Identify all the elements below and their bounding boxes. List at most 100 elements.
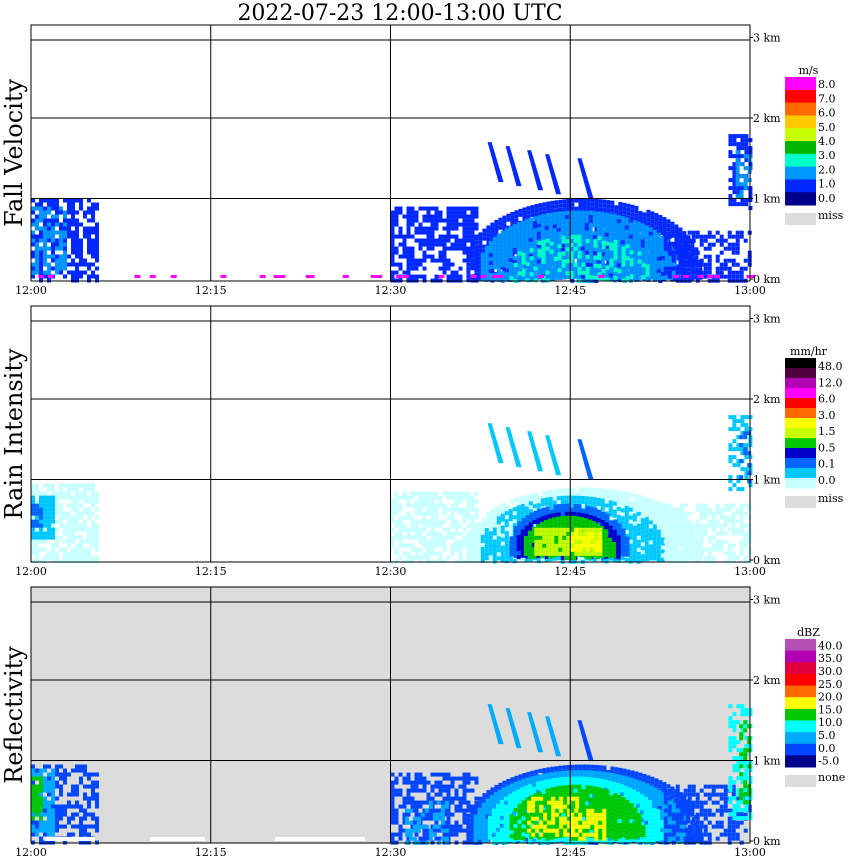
colorbar-label: 35.0 xyxy=(818,652,843,665)
colorbar-label: 0.1 xyxy=(818,458,836,471)
colorbar-label: 0.0 xyxy=(818,474,836,487)
y-tick-label: 2 km xyxy=(753,393,781,406)
echo-field xyxy=(31,704,753,845)
x-tick-label: 12:15 xyxy=(195,565,227,578)
y-tick-label: 3 km xyxy=(753,32,781,45)
colorbar-label: 3.0 xyxy=(818,409,836,422)
colorbar-swatch xyxy=(785,697,816,710)
y-tick-label: 0 km xyxy=(753,554,781,567)
colorbar-swatch xyxy=(785,428,816,439)
colorbar-swatch xyxy=(785,89,816,104)
panel-ylabel: Rain Intensity xyxy=(0,348,28,520)
colorbar-swatch xyxy=(785,448,816,459)
colorbar-swatch xyxy=(785,141,816,155)
colorbar-label: 0.5 xyxy=(818,441,836,454)
colorbar-label: 6.0 xyxy=(818,393,836,406)
x-tick-label: 12:00 xyxy=(15,846,47,859)
colorbar-missing-label: miss xyxy=(818,492,844,505)
colorbar-swatch xyxy=(785,102,816,116)
colorbar-label: 48.0 xyxy=(818,360,843,373)
panel-reflectivity: 12:00 12:15 12:30 12:45 13:000 km 1 km 2 km 3 k… xyxy=(0,586,845,859)
colorbar-label: 2.0 xyxy=(818,163,836,176)
y-tick-label: 1 km xyxy=(753,755,781,768)
x-tick-label: 12:15 xyxy=(195,846,227,859)
colorbar-label: 8.0 xyxy=(818,78,836,91)
colorbar-label: 5.0 xyxy=(818,729,836,742)
colorbar-label: 1.0 xyxy=(818,178,836,191)
colorbar-swatch xyxy=(785,438,816,449)
colorbar-swatch xyxy=(785,77,816,91)
colorbar-swatch xyxy=(785,115,816,129)
y-tick-label: 2 km xyxy=(753,674,781,687)
colorbar-label: 10.0 xyxy=(818,716,843,729)
colorbar-swatch xyxy=(785,478,816,489)
colorbar-swatch xyxy=(785,743,816,756)
y-tick-label: 0 km xyxy=(753,835,781,848)
colorbar-label: 3.0 xyxy=(818,149,836,162)
colorbar-swatch xyxy=(785,378,816,389)
colorbar-swatch xyxy=(785,468,816,479)
colorbar-swatch xyxy=(785,358,816,369)
y-tick-label: 1 km xyxy=(753,474,781,487)
colorbar-swatch xyxy=(785,685,816,698)
colorbar-swatch xyxy=(785,458,816,469)
panel-ylabel: Reflectivity xyxy=(0,646,28,784)
colorbar-label: 4.0 xyxy=(818,135,836,148)
colorbar-label: 40.0 xyxy=(818,639,843,652)
x-tick-label: 12:45 xyxy=(554,846,586,859)
x-tick-label: 12:15 xyxy=(195,284,227,297)
colorbar-label: -5.0 xyxy=(818,755,839,768)
colorbar-missing-swatch xyxy=(785,213,816,225)
colorbar-label: 15.0 xyxy=(818,703,843,716)
x-tick-label: 13:00 xyxy=(734,565,766,578)
colorbar-label: 0.0 xyxy=(818,192,836,205)
colorbar-swatch xyxy=(785,398,816,409)
colorbar-unit: mm/hr xyxy=(790,345,828,358)
colorbar-swatch xyxy=(785,755,816,768)
colorbar-swatch xyxy=(785,388,816,399)
colorbar-label: 25.0 xyxy=(818,678,843,691)
colorbar-swatch xyxy=(785,650,816,663)
colorbar: mm/hr 48.0 12.0 6.0 3.0 1.5 0.5 0.1 0.0 miss xyxy=(785,345,844,508)
colorbar-label: 1.5 xyxy=(818,425,836,438)
colorbar-missing-label: none xyxy=(818,771,845,784)
y-tick-label: 2 km xyxy=(753,112,781,125)
colorbar-label: 20.0 xyxy=(818,691,843,704)
echo-field xyxy=(31,134,756,283)
colorbar-swatch xyxy=(785,639,816,652)
colorbar-missing-label: miss xyxy=(818,209,844,222)
colorbar-swatch xyxy=(785,732,816,745)
x-tick-label: 13:00 xyxy=(734,846,766,859)
colorbar-unit: dBZ xyxy=(797,626,820,639)
y-tick-label: 0 km xyxy=(753,273,781,286)
colorbar-swatch xyxy=(785,192,816,206)
x-tick-label: 12:45 xyxy=(554,565,586,578)
echo-field xyxy=(31,415,753,564)
colorbar-swatch xyxy=(785,662,816,675)
y-tick-label: 1 km xyxy=(753,193,781,206)
colorbar: m/s8.07.0 6.05.04.03.02.0 1.00.0 miss xyxy=(785,64,844,225)
chart-title: 2022-07-23 12:00-13:00 UTC xyxy=(237,1,563,26)
colorbar-swatch xyxy=(785,418,816,429)
colorbar-label: 7.0 xyxy=(818,92,836,105)
colorbar-label: 0.0 xyxy=(818,742,836,755)
x-tick-label: 12:00 xyxy=(15,565,47,578)
colorbar-label: 12.0 xyxy=(818,376,843,389)
colorbar-swatch xyxy=(785,720,816,733)
colorbar-swatch xyxy=(785,179,816,193)
x-tick-label: 12:00 xyxy=(15,284,47,297)
x-tick-label: 12:45 xyxy=(554,284,586,297)
colorbar-missing-swatch xyxy=(785,496,816,508)
y-tick-label: 3 km xyxy=(753,594,781,607)
colorbar-swatch xyxy=(785,153,816,168)
x-tick-label: 12:30 xyxy=(375,846,407,859)
x-tick-label: 12:30 xyxy=(375,284,407,297)
x-tick-label: 13:00 xyxy=(734,284,766,297)
colorbar-swatch xyxy=(785,673,816,687)
colorbar-swatch xyxy=(785,408,816,419)
colorbar-swatch xyxy=(785,708,816,721)
colorbar: dBZ40.035.030.025.020.015.010.05.00.0-5.… xyxy=(785,626,845,787)
colorbar-label: 30.0 xyxy=(818,665,843,678)
colorbar-unit: m/s xyxy=(799,64,819,77)
